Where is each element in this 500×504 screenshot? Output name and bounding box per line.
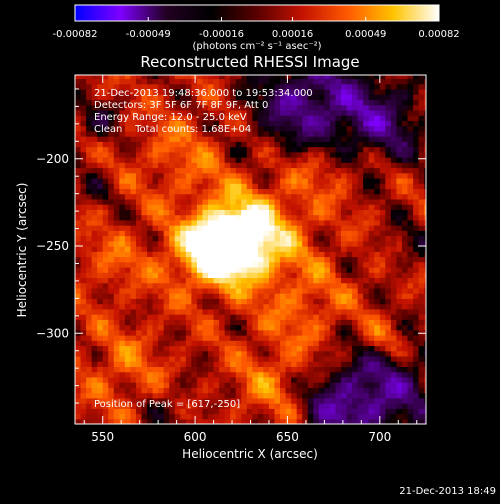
y-tick-label: −200 <box>36 152 69 166</box>
y-axis-label: Heliocentric Y (arcsec) <box>15 183 29 318</box>
chart-title: Reconstructed RHESSI Image <box>140 53 359 71</box>
footer-timestamp: 21-Dec-2013 18:49 <box>399 486 496 497</box>
axis-ticks: 550 600 650 700 −200 −250 −300 <box>36 75 426 444</box>
colorbar: -0.00082 -0.00049 -0.00016 0.00016 0.00049 0.… <box>53 4 460 52</box>
plot-area: 550 600 650 700 −200 −250 −300 <box>36 74 427 444</box>
colorbar-tick-label: 0.00016 <box>272 29 313 40</box>
x-axis-label: Heliocentric X (arcsec) <box>182 447 318 461</box>
colorbar-tick-label: -0.00016 <box>199 29 244 40</box>
info-annotations: 21-Dec-2013 19:48:36.000 to 19:53:34.000… <box>94 88 313 410</box>
info-method: Clean Total counts: 1.68E+04 <box>94 124 251 135</box>
colorbar-tick-label: -0.00082 <box>53 29 98 40</box>
colorbar-ticks: -0.00082 -0.00049 -0.00016 0.00016 0.00049 0.… <box>53 17 460 40</box>
info-time-range: 21-Dec-2013 19:48:36.000 to 19:53:34.000 <box>94 88 313 99</box>
info-detectors: Detectors: 3F 5F 6F 7F 8F 9F, Att 0 <box>94 100 268 111</box>
y-tick-label: −250 <box>36 239 69 253</box>
x-tick-label: 600 <box>184 430 207 444</box>
heatmap-image <box>75 75 426 424</box>
colorbar-units-label: (photons cm⁻² s⁻¹ asec⁻²) <box>192 41 321 52</box>
colorbar-tick-label: 0.00049 <box>345 29 386 40</box>
colorbar-gradient <box>74 4 440 22</box>
colorbar-tick-label: 0.00082 <box>418 29 459 40</box>
colorbar-tick-label: -0.00049 <box>126 29 171 40</box>
x-tick-label: 550 <box>91 430 114 444</box>
info-energy-range: Energy Range: 12.0 - 25.0 keV <box>94 112 247 123</box>
x-tick-label: 700 <box>368 430 391 444</box>
x-tick-label: 650 <box>276 430 299 444</box>
y-tick-label: −300 <box>36 326 69 340</box>
info-peak-position: Position of Peak = [617,-250] <box>94 399 240 410</box>
